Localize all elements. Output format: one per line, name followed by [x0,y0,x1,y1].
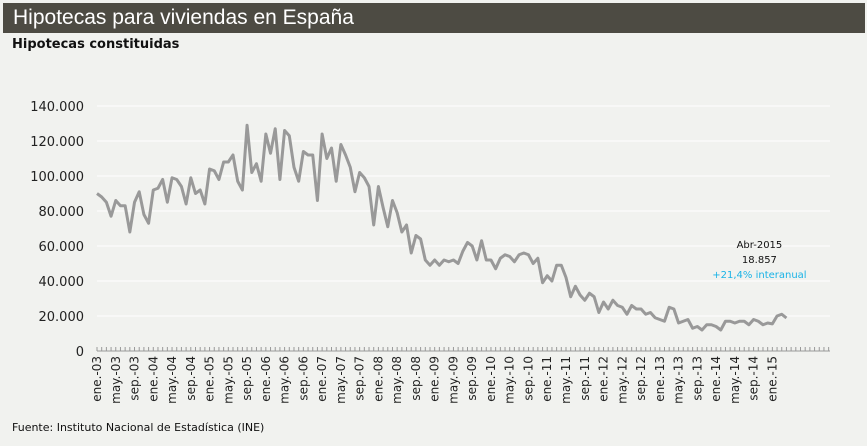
x-tick-label: may.-10 [503,356,517,404]
x-tick-label: ene.-03 [90,356,104,402]
y-tick-label: 100.000 [30,170,84,185]
x-tick-label: sep.-05 [240,356,254,401]
chart-subtitle: Hipotecas constituidas [12,37,180,52]
y-tick-label: 140.000 [30,100,84,115]
y-tick-label: 40.000 [39,275,85,290]
x-tick-label: sep.-06 [296,356,310,401]
x-tick-label: may.-13 [672,356,686,404]
x-tick-label: may.-07 [334,356,348,404]
x-tick-label: ene.-10 [484,356,498,402]
y-tick-label: 60.000 [39,240,85,255]
x-tick-label: may.-04 [165,356,179,404]
x-tick-label: ene.-14 [709,356,723,402]
x-tick-label: sep.-03 [128,356,142,401]
source-note: Fuente: Instituto Nacional de Estadístic… [12,421,265,434]
x-tick-label: sep.-08 [409,356,423,401]
x-tick-label: may.-03 [109,356,123,404]
x-tick-label: may.-08 [390,356,404,404]
x-tick-label: sep.-14 [747,356,761,401]
page-title: Hipotecas para viviendas en España [13,6,354,29]
x-tick-label: may.-14 [728,356,742,404]
x-tick-label: ene.-11 [540,356,554,402]
x-tick-label: ene.-04 [146,356,160,402]
x-tick-label: may.-09 [446,356,460,404]
x-tick-label: sep.-09 [465,356,479,401]
x-tick-label: ene.-13 [653,356,667,402]
x-tick-label: ene.-05 [203,356,217,402]
annotation-change: +21,4% interanual [712,270,806,281]
x-tick-label: ene.-08 [371,356,385,402]
x-tick-label: may.-06 [278,356,292,404]
x-tick-label: sep.-07 [353,356,367,401]
y-tick-label: 80.000 [39,205,85,220]
y-tick-label: 0 [76,345,84,360]
x-tick-label: ene.-12 [597,356,611,402]
x-tick-label: ene.-06 [259,356,273,402]
x-tick-label: sep.-11 [578,356,592,401]
x-tick-label: may.-12 [615,356,629,404]
x-tick-label: sep.-10 [521,356,535,401]
x-tick-label: may.-05 [221,356,235,404]
annotation-value: 18.857 [742,255,777,266]
x-tick-label: sep.-13 [690,356,704,401]
annotation-date: Abr-2015 [737,240,783,251]
x-tick-label: ene.-07 [315,356,329,402]
x-tick-label: ene.-09 [428,356,442,402]
x-tick-label: sep.-12 [634,356,648,401]
series-line [96,123,788,332]
y-tick-label: 120.000 [30,135,84,150]
y-tick-label: 20.000 [39,310,85,325]
header-bar: Hipotecas para viviendas en España [3,3,865,33]
x-tick-label: ene.-15 [765,356,779,402]
x-tick-label: may.-11 [559,356,573,404]
x-tick-label: sep.-04 [184,356,198,401]
